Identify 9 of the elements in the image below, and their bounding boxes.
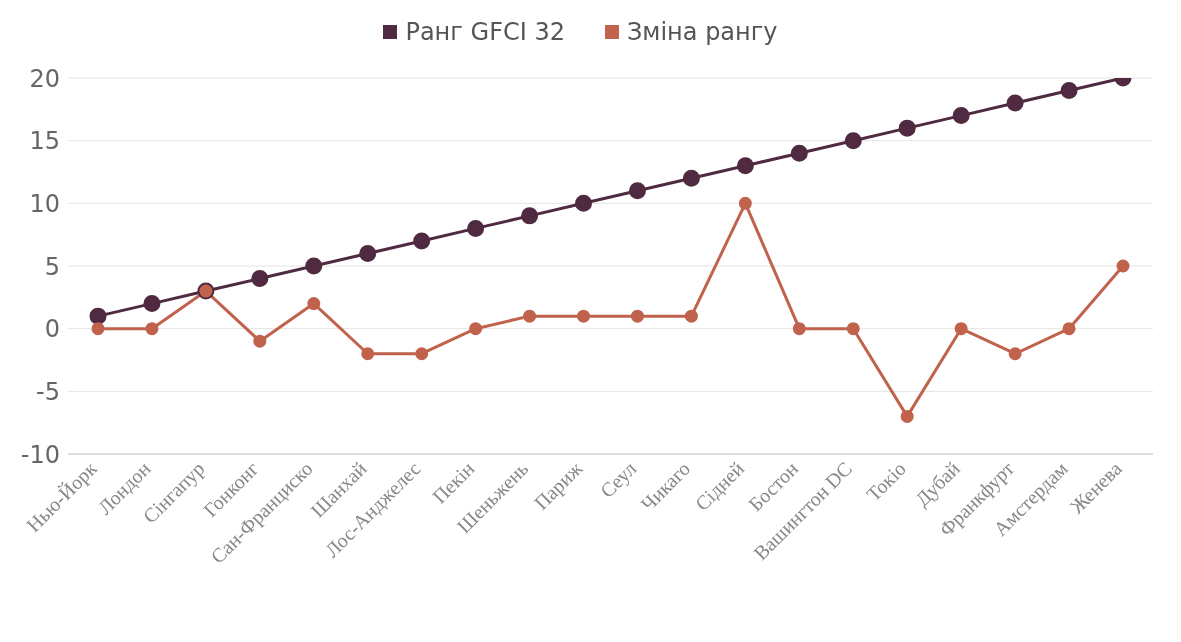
y-tick-label: 10: [29, 189, 60, 218]
y-tick-label: -10: [20, 440, 60, 469]
legend-label: Ранг GFCI 32: [405, 18, 565, 46]
y-tick-label: 15: [29, 127, 60, 156]
y-tick-label: 5: [44, 252, 60, 281]
y-tick-label: 0: [44, 315, 60, 344]
y-tick-label: 20: [29, 64, 60, 93]
legend-label: Зміна рангу: [626, 18, 778, 46]
y-tick-label: -5: [36, 377, 60, 406]
